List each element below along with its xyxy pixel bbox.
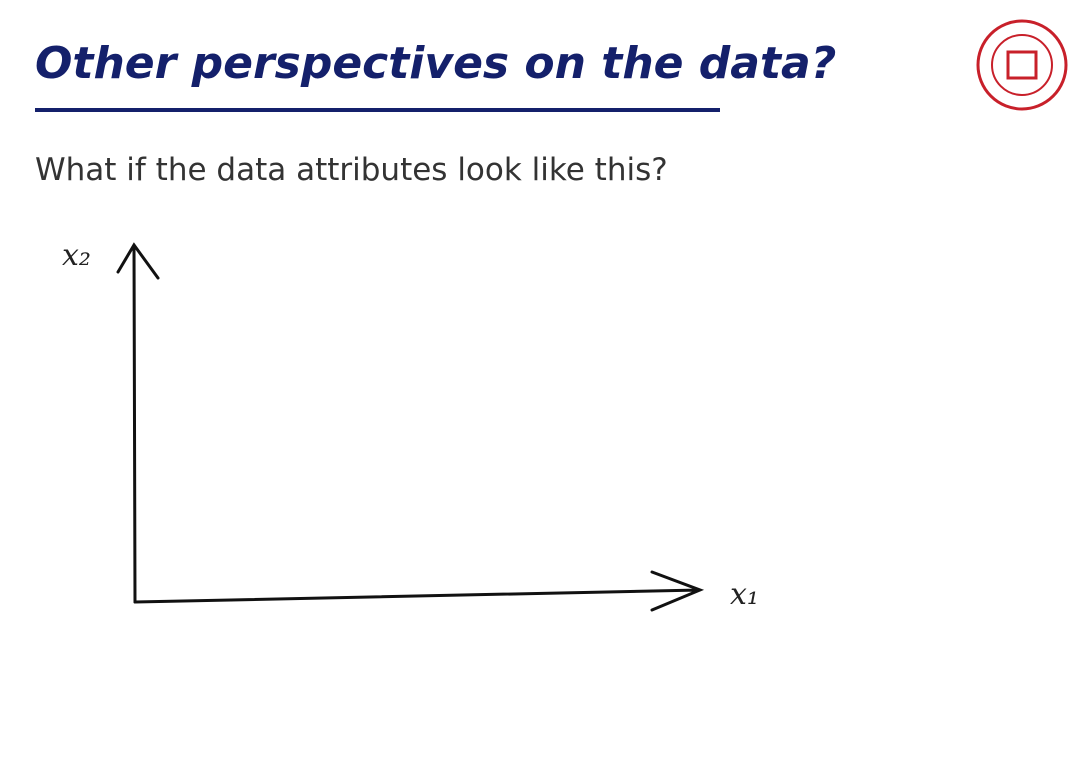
y-axis-label: x₂	[62, 238, 91, 273]
logo	[976, 19, 1068, 111]
axes	[116, 242, 705, 612]
slide-title: Other perspectives on the data?	[35, 38, 836, 89]
subtitle: What if the data attributes look like th…	[35, 152, 668, 188]
x-axis-label: x₁	[730, 577, 759, 612]
